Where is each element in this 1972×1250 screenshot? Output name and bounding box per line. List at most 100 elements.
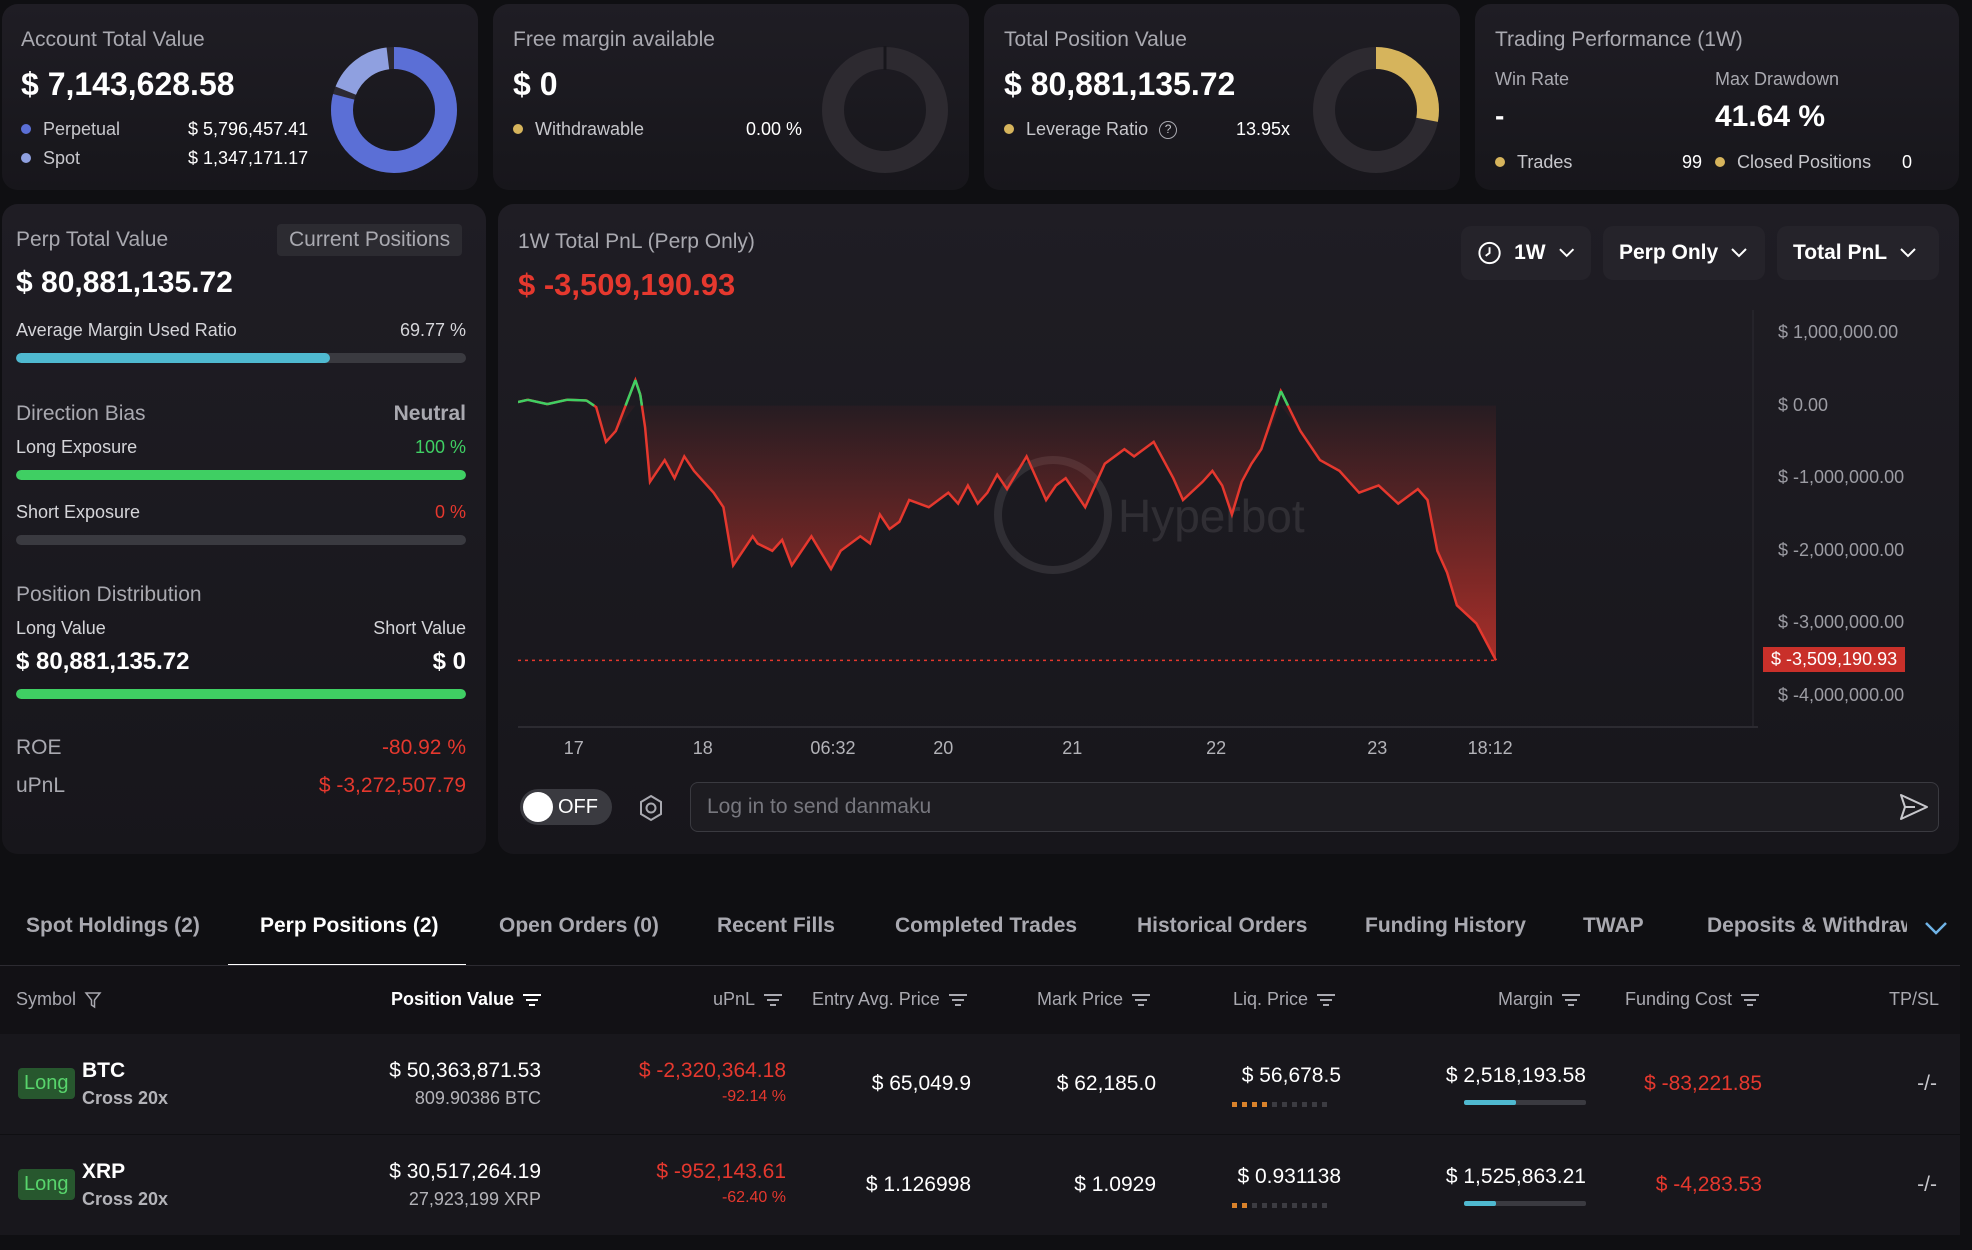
y-tick-label: $ 0.00 — [1778, 394, 1829, 415]
margin-ratio-bar — [16, 353, 466, 363]
pnl-line-positive-segment — [639, 394, 644, 406]
danmaku-toggle[interactable]: OFF — [520, 789, 612, 825]
short-exposure-value: 0 % — [434, 502, 466, 522]
col-margin[interactable]: Margin — [1498, 989, 1581, 1010]
sort-icon[interactable] — [1561, 993, 1581, 1007]
winrate-label: Win Rate — [1495, 69, 1570, 89]
pnl-chart-value: $ -3,509,190.93 — [518, 267, 736, 302]
scope-dropdown[interactable]: Perp Only — [1603, 226, 1765, 280]
current-positions-badge[interactable]: Current Positions — [277, 224, 463, 256]
pnl-line-positive-segment — [547, 398, 568, 406]
margin-mode: Cross 20x — [82, 1189, 169, 1209]
scope-label: Perp Only — [1619, 241, 1719, 264]
col-liq-price[interactable]: Liq. Price — [1233, 989, 1336, 1010]
watermark-text: Hyperbot — [1118, 490, 1305, 542]
sort-icon[interactable] — [1740, 993, 1760, 1007]
position-value: $ 80,881,135.72 — [1004, 66, 1236, 102]
sort-icon[interactable] — [1316, 993, 1336, 1007]
leverage-dot-icon — [1004, 124, 1014, 135]
long-value-label: Long Value — [16, 618, 106, 638]
short-value-label: Short Value — [373, 618, 466, 638]
liq-risk-dot — [1262, 1203, 1267, 1208]
pnl-line-positive-segment — [1274, 390, 1283, 406]
trades-value: 99 — [1682, 152, 1703, 172]
mark-price: $ 62,185.0 — [1056, 1072, 1156, 1095]
col-upnl[interactable]: uPnL — [713, 989, 783, 1010]
x-tick-label: 17 — [563, 738, 584, 758]
perpetual-dot-icon — [21, 124, 31, 135]
liq-risk-dot — [1302, 1203, 1307, 1208]
short-value: $ 0 — [432, 648, 466, 675]
timeframe-dropdown[interactable]: 1W — [1461, 226, 1591, 280]
pnl-line-positive-segment — [634, 379, 642, 396]
margin-mode: Cross 20x — [82, 1088, 169, 1108]
tab-completed-trades[interactable]: Completed Trades — [895, 914, 1078, 937]
col-position-value[interactable]: Position Value — [391, 989, 542, 1010]
x-tick-label: 20 — [933, 738, 954, 758]
roe-label: ROE — [16, 736, 62, 759]
tab-funding-history[interactable]: Funding History — [1365, 914, 1526, 937]
toggle-label: OFF — [558, 796, 598, 818]
clock-icon — [1478, 241, 1501, 265]
withdrawable-label: Withdrawable — [513, 119, 644, 140]
chevron-down-icon — [1731, 248, 1747, 258]
pnl-line-positive-segment — [527, 398, 548, 406]
sort-icon[interactable] — [948, 993, 968, 1007]
position-size: 27,923,199 XRP — [408, 1189, 541, 1209]
margin-value: $ 0 — [513, 66, 558, 102]
liq-risk-dot — [1292, 1203, 1297, 1208]
tab-twap[interactable]: TWAP — [1583, 914, 1644, 937]
position-value: $ 50,363,871.53 — [389, 1059, 541, 1082]
x-tick-label: 18:12 — [1467, 738, 1513, 758]
col-symbol[interactable]: Symbol — [16, 989, 102, 1010]
liq-risk-dot — [1252, 1203, 1257, 1208]
closed-dot-icon — [1715, 157, 1725, 168]
tabs-expand-chevron-icon[interactable] — [1924, 920, 1948, 936]
tab-historical-orders[interactable]: Historical Orders — [1137, 914, 1308, 937]
pnl-area — [518, 405, 1496, 661]
table-row[interactable] — [0, 1034, 1960, 1134]
danmaku-input[interactable]: Log in to send danmaku — [690, 782, 1939, 832]
table-header-row — [0, 966, 1960, 1034]
tpsl-value[interactable]: -/- — [1917, 1173, 1937, 1196]
margin-title: Free margin available — [513, 28, 715, 51]
help-icon[interactable]: ? — [1159, 121, 1178, 140]
tab-deposits-withdraw[interactable]: Deposits & Withdraw — [1707, 914, 1907, 937]
col-mark-price[interactable]: Mark Price — [1037, 989, 1151, 1010]
account-card: Account Total Value $ 7,143,628.58 Perpe… — [2, 4, 478, 190]
position-title: Total Position Value — [1004, 28, 1187, 51]
sort-icon[interactable] — [763, 993, 783, 1007]
position-size: 809.90386 BTC — [414, 1088, 541, 1108]
table-row[interactable] — [0, 1135, 1960, 1235]
col-entry-price[interactable]: Entry Avg. Price — [812, 989, 968, 1010]
upnl-percent: -92.14 % — [721, 1088, 786, 1105]
perp-total-value: $ 80,881,135.72 — [16, 266, 233, 299]
settings-icon[interactable] — [636, 793, 666, 823]
position-card: Total Position Value $ 80,881,135.72 Lev… — [984, 4, 1460, 190]
send-icon[interactable] — [1898, 792, 1930, 822]
margin-value: $ 1,525,863.21 — [1445, 1165, 1586, 1188]
tpsl-value[interactable]: -/- — [1917, 1072, 1937, 1095]
distribution-bar — [16, 689, 466, 699]
margin-ratio-label: Average Margin Used Ratio — [16, 320, 237, 340]
liq-price: $ 56,678.5 — [1241, 1064, 1341, 1087]
tabs-divider — [0, 965, 1960, 966]
metric-dropdown[interactable]: Total PnL — [1777, 226, 1939, 280]
liq-risk-dot — [1312, 1203, 1317, 1208]
long-exposure-fill — [16, 470, 466, 480]
sort-icon[interactable] — [522, 993, 542, 1007]
margin-ratio-value: 69.77 % — [399, 320, 466, 340]
entry-price: $ 1.126998 — [865, 1173, 971, 1196]
perp-total-title: Perp Total Value — [16, 228, 169, 251]
short-exposure-bar — [16, 535, 466, 545]
tab-open-orders-0[interactable]: Open Orders (0) — [499, 914, 659, 937]
pnl-line-positive-segment — [585, 399, 595, 407]
sort-icon[interactable] — [1131, 993, 1151, 1007]
tab-perp-positions-2[interactable]: Perp Positions (2) — [260, 914, 439, 937]
filter-icon[interactable] — [84, 991, 102, 1009]
col-funding-cost[interactable]: Funding Cost — [1625, 989, 1760, 1010]
metric-label: Total PnL — [1793, 241, 1888, 264]
tab-spot-holdings-2[interactable]: Spot Holdings (2) — [26, 914, 200, 937]
tab-recent-fills[interactable]: Recent Fills — [717, 914, 835, 937]
long-value: $ 80,881,135.72 — [16, 648, 190, 675]
